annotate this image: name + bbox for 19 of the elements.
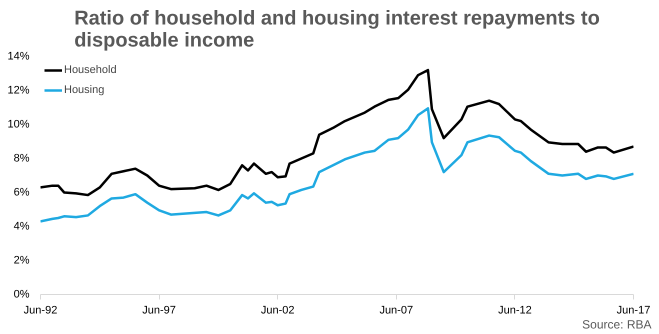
- y-tick-label: 6%: [14, 186, 30, 198]
- x-tick-label: Jun-97: [142, 304, 176, 316]
- legend-label: Housing: [64, 84, 104, 96]
- legend-label: Household: [64, 64, 117, 76]
- y-tick-label: 10%: [7, 118, 30, 130]
- x-tick-label: Jun-07: [379, 304, 414, 316]
- y-tick-label: 2%: [14, 254, 30, 266]
- y-tick-label: 8%: [14, 152, 30, 164]
- chart-title: Ratio of household and housing interest repayments to disposable income: [74, 8, 600, 52]
- y-tick-label: 0%: [14, 288, 30, 300]
- x-tick-label: Jun-17: [616, 304, 650, 316]
- x-tick-label: Jun-92: [24, 304, 58, 316]
- x-tick-label: Jun-02: [260, 304, 294, 316]
- y-tick-label: 4%: [14, 220, 30, 232]
- x-tick-label: Jun-12: [498, 304, 532, 316]
- line-series: [40, 107, 634, 223]
- y-tick-label: 14%: [7, 50, 30, 62]
- y-tick-label: 12%: [7, 84, 30, 96]
- source-note: Source: RBA: [582, 318, 652, 332]
